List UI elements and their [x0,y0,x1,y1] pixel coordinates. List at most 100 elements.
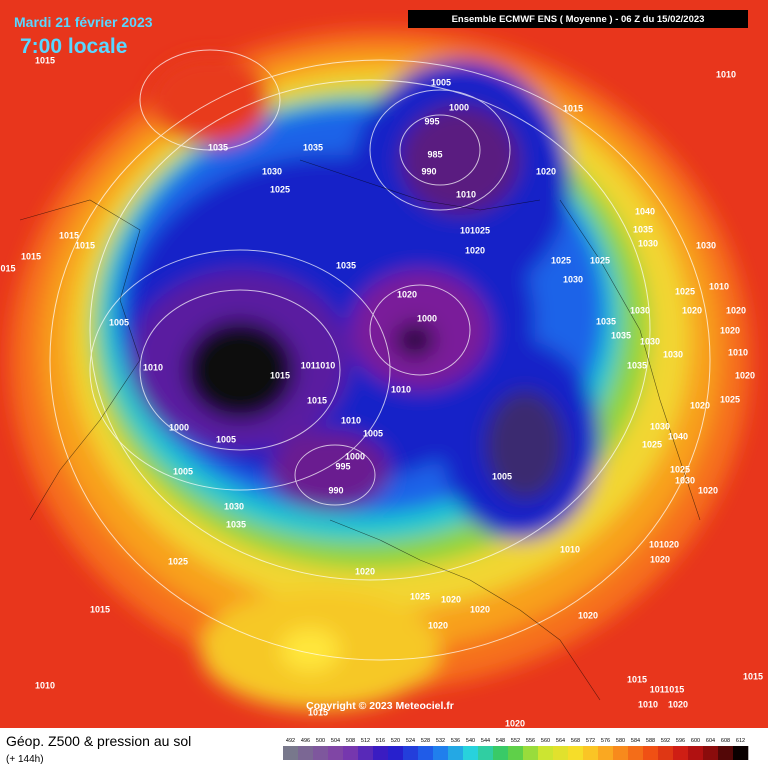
isobar-label: 1035 [303,142,323,152]
coastlines [19,159,701,701]
isobar-label: 1035 [633,224,653,234]
isobar-label: 1020 [470,604,490,614]
scale-label: 492 [286,738,295,744]
header-box [408,10,748,28]
scale-swatch [688,746,704,760]
scale-swatch [673,746,689,760]
legend-title: Géop. Z500 & pression au sol [6,733,191,749]
isobar-label: 990 [328,485,343,495]
scale-swatch [463,746,479,760]
scale-swatch [628,746,644,760]
isobar-label: 1025 [410,591,430,601]
scale-label: 568 [571,738,580,744]
isobar-label: 1020 [735,370,755,380]
isobar-label: 1020 [397,289,417,299]
color-scale: 492 496 500 504 508 512 516 520 524 528 532 536 540 5… [283,738,749,760]
isobar-label: 1030 [650,421,670,431]
isobar-label: 1025 [168,556,188,566]
isobar-label: 985 [427,149,442,159]
isobar-label: 1035 [611,330,631,340]
isobar-label: 1011015 [650,684,685,694]
isobar-label: 1015 [21,251,41,261]
isobar-label: 1010 [728,347,748,357]
scale-label: 544 [481,738,490,744]
scale-label: 596 [676,738,685,744]
isobar-label: 1030 [224,501,244,511]
isobar-label: 1020 [441,594,461,604]
scale-label: 548 [496,738,505,744]
isobar-label: 1020 [690,400,710,410]
isobar-labels: 1015103510301035102510051000995985990101… [0,55,763,728]
date: Mardi 21 février 2023 [14,14,153,30]
scale-label: 576 [601,738,610,744]
scale-label: 552 [511,738,520,744]
scale-label: 500 [316,738,325,744]
isobar-label: 101020 [649,539,679,549]
isobar-label: 1020 [355,566,375,576]
isobar-label: 1005 [216,434,236,444]
isobar-label: 1000 [345,451,365,461]
scale-swatch [613,746,629,760]
scale-label: 556 [526,738,535,744]
scale-label: 572 [586,738,595,744]
isobar-label: 1015 [35,55,55,65]
isobar-label: 1015 [270,370,290,380]
isobar-label: 1035 [336,260,356,270]
isobar-label: 1010 [35,680,55,690]
scale-swatch [343,746,359,760]
isobar-label: 1011010 [301,360,336,370]
isobar-label: 1035 [226,519,246,529]
isobar-label: 1010 [456,189,476,199]
scale-label: 580 [616,738,625,744]
scale-swatch [403,746,419,760]
scale-swatch [448,746,464,760]
isobars [49,49,711,661]
scale-label: 600 [691,738,700,744]
scale-label: 540 [466,738,475,744]
isobar-label: 1010 [391,384,411,394]
scale-label: 564 [556,738,565,744]
isobar-label: 1010 [716,69,736,79]
isobar-label: 1010 [709,281,729,291]
isobar-label: 1005 [431,77,451,87]
model-info: Ensemble ECMWF ENS ( Moyenne ) - 06 Z du… [452,14,705,25]
isobar-label: 1000 [169,422,189,432]
scale-label: 560 [541,738,550,744]
scale-label: 584 [631,738,640,744]
copyright: Copyright © 2023 Meteociel.fr [306,700,454,712]
scale-label: 512 [361,738,370,744]
isobar-label: 1010 [638,699,658,709]
isobar-label: 1010 [560,544,580,554]
scale-swatch [643,746,659,760]
isobar-label: 1025 [551,255,571,265]
scale-swatch [313,746,329,760]
isobar-label: 1020 [428,620,448,630]
isobar-label: 1015 [75,240,95,250]
isobar-label: 1030 [563,274,583,284]
scale-swatch [283,746,299,760]
isobar-label: 1020 [720,325,740,335]
isobar-label: 1020 [726,305,746,315]
isobar-label: 1015 [90,604,110,614]
isobar-label: 1015 [59,230,79,240]
isobar-label: 1015 [743,671,763,681]
scale-swatch [733,746,749,760]
scale-swatch [373,746,389,760]
isobar-label: 995 [335,461,350,471]
scale-swatch [583,746,599,760]
isobar-label: 1030 [696,240,716,250]
isobar-label: 1015 [627,674,647,684]
isobar-label: 1025 [720,394,740,404]
isobar-label: 1020 [578,610,598,620]
isobar-label: 1030 [638,238,658,248]
scale-swatch [493,746,509,760]
isobar-label: 1030 [675,475,695,485]
isobar-label: 1010 [143,362,163,372]
scale-label: 612 [736,738,745,744]
scale-label: 604 [706,738,715,744]
isobar-label: 015 [0,263,15,273]
isobar-label: 1005 [109,317,129,327]
scale-swatch [388,746,404,760]
scale-label: 592 [661,738,670,744]
